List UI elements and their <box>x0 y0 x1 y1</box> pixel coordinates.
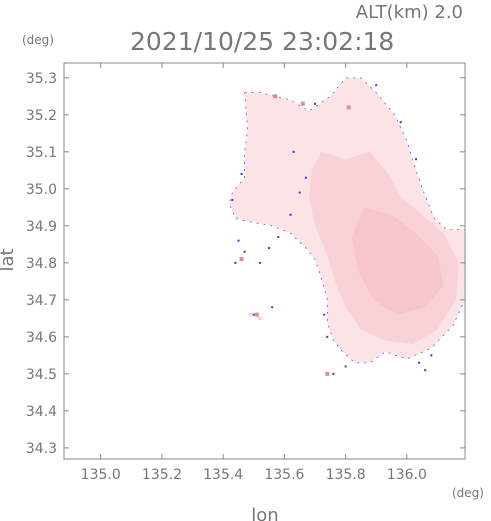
edge-cell <box>332 372 335 375</box>
y-tick-label: 34.4 <box>26 404 57 420</box>
edge-cell <box>243 250 246 253</box>
edge-cell <box>231 198 234 201</box>
x-axis: 135.0 135.2 135.4 135.6 135.8 136.0 <box>81 63 427 483</box>
edge-cell <box>271 306 274 309</box>
heatmap-edge-marks <box>231 84 433 376</box>
x-axis-label: lon <box>251 505 278 521</box>
edge-cell <box>240 173 243 176</box>
edge-cell <box>292 150 295 153</box>
edge-cell <box>268 247 271 250</box>
plot-frame <box>63 62 466 460</box>
edge-cell <box>415 158 418 161</box>
island-cell <box>257 316 262 320</box>
edge-cell <box>304 176 307 179</box>
y-axis-label: lat <box>0 248 18 271</box>
edge-cell <box>375 84 378 87</box>
y-axis: 34.3 34.4 34.5 34.6 34.7 34.8 34.9 35.0 35.1 35.2… <box>26 71 465 457</box>
y-tick-label: 35.2 <box>26 108 57 124</box>
y-tick-label: 34.7 <box>26 293 57 309</box>
intensity-spot <box>325 371 330 376</box>
edge-cell <box>323 313 326 316</box>
y-tick-label: 34.3 <box>26 441 57 457</box>
core-field <box>351 207 444 315</box>
intensity-spot <box>300 101 305 106</box>
heatmap-field <box>228 77 465 364</box>
intensity-spot <box>254 312 259 317</box>
edge-cell <box>258 261 261 264</box>
y-tick-label: 34.8 <box>26 256 57 272</box>
y-tick-label: 35.1 <box>26 145 57 161</box>
x-tick-label: 135.2 <box>142 467 182 483</box>
y-tick-label: 35.3 <box>26 71 57 87</box>
intensity-spot <box>239 257 244 262</box>
x-tick-label: 135.6 <box>264 467 304 483</box>
x-tick-label: 135.8 <box>326 467 366 483</box>
edge-cell <box>237 239 240 242</box>
x-tick-label: 136.0 <box>387 467 427 483</box>
y-tick-label: 34.9 <box>26 219 57 235</box>
intensity-spot <box>346 105 351 110</box>
edge-cell <box>277 235 280 238</box>
y-tick-label: 35.0 <box>26 182 57 198</box>
altitude-label: ALT(km) 2.0 <box>356 2 463 23</box>
chart-title: 2021/10/25 23:02:18 <box>130 27 394 56</box>
edge-cell <box>418 361 421 364</box>
y-tick-label: 34.5 <box>26 367 57 383</box>
x-unit-label: (deg) <box>452 486 484 500</box>
edge-cell <box>252 313 255 316</box>
intensity-spot <box>273 94 278 99</box>
edge-cell <box>430 354 433 357</box>
y-tick-label: 34.6 <box>26 330 57 346</box>
island-cell <box>248 313 253 317</box>
edge-cell <box>424 369 427 372</box>
x-tick-label: 135.0 <box>81 467 121 483</box>
edge-cell <box>399 121 402 124</box>
edge-cell <box>298 191 301 194</box>
edge-cell <box>344 365 347 368</box>
edge-cell <box>326 335 329 338</box>
y-unit-label: (deg) <box>22 33 54 47</box>
x-tick-label: 135.4 <box>203 467 243 483</box>
edge-cell <box>234 261 237 264</box>
edge-cell <box>314 102 317 105</box>
edge-cell <box>289 213 292 216</box>
